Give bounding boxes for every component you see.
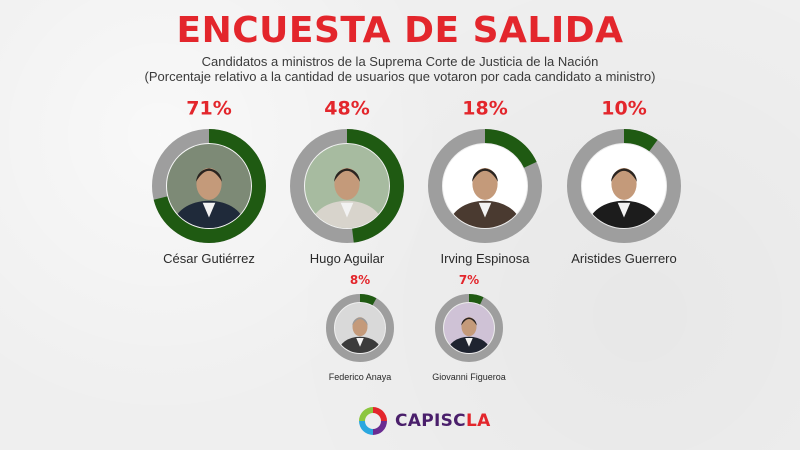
logo-text-accent: LA bbox=[465, 411, 491, 431]
capiscla-logo: CAPISCLA bbox=[357, 402, 491, 440]
capiscla-logo-text: CAPISCLA bbox=[395, 411, 491, 431]
ring-value-arc bbox=[152, 129, 266, 243]
candidate-cesar-gutierrez: 71% César Gutiérrez bbox=[152, 98, 266, 266]
candidate-hugo-aguilar: 48% Hugo Aguilar bbox=[290, 98, 404, 266]
candidate-name: Giovanni Figueroa bbox=[432, 372, 506, 382]
candidate-photo bbox=[582, 144, 666, 228]
percent-label: 18% bbox=[462, 98, 507, 120]
candidate-photo bbox=[305, 144, 389, 228]
candidate-photo bbox=[443, 144, 527, 228]
candidate-name: Hugo Aguilar bbox=[310, 251, 385, 266]
ring-value-arc bbox=[290, 129, 404, 243]
ring-value-arc bbox=[567, 129, 681, 243]
candidate-photo bbox=[167, 144, 251, 228]
percent-label: 7% bbox=[459, 273, 479, 287]
logo-text-main: CAPISC bbox=[395, 411, 466, 431]
ring-value-arc bbox=[428, 129, 542, 243]
page-title: ENCUESTA DE SALIDA bbox=[176, 10, 624, 51]
percent-label: 10% bbox=[601, 98, 646, 120]
candidate-name: César Gutiérrez bbox=[163, 251, 255, 266]
candidate-federico-anaya: 8% Federico Anaya bbox=[326, 273, 394, 382]
ring-value-arc bbox=[435, 294, 503, 362]
candidate-name: Federico Anaya bbox=[329, 372, 392, 382]
ring-value-arc bbox=[326, 294, 394, 362]
page-subtitle: Candidatos a ministros de la Suprema Cor… bbox=[0, 54, 800, 84]
percent-label: 48% bbox=[324, 98, 369, 120]
candidate-aristides-guerrero: 10% Aristides Guerrero bbox=[567, 98, 681, 266]
candidate-giovanni-figueroa: 7% Giovanni Figueroa bbox=[432, 273, 506, 382]
percent-label: 8% bbox=[350, 273, 370, 287]
percent-label: 71% bbox=[186, 98, 231, 120]
candidate-name: Irving Espinosa bbox=[441, 251, 531, 266]
subtitle-line-2: (Porcentaje relativo a la cantidad de us… bbox=[144, 69, 656, 84]
candidate-irving-espinosa: 18% Irving Espinosa bbox=[428, 98, 542, 266]
candidate-name: Aristides Guerrero bbox=[571, 251, 676, 266]
candidate-photo bbox=[335, 303, 385, 353]
candidate-photo bbox=[444, 303, 494, 353]
subtitle-line-1: Candidatos a ministros de la Suprema Cor… bbox=[201, 54, 599, 69]
capiscla-logo-icon bbox=[359, 407, 387, 435]
